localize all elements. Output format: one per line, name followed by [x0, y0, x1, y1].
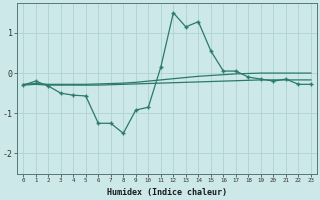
X-axis label: Humidex (Indice chaleur): Humidex (Indice chaleur): [107, 188, 227, 197]
